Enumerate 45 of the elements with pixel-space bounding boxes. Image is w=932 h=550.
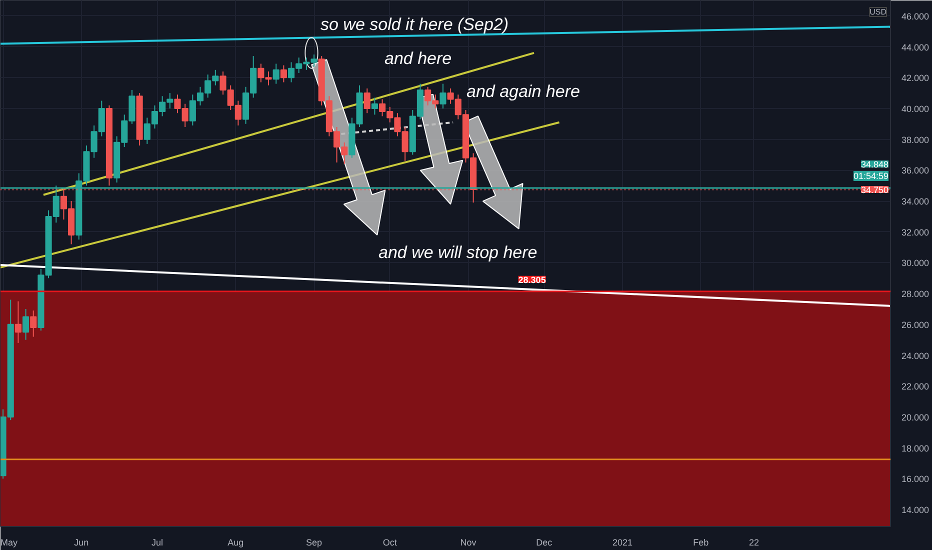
y-tick-label: 14.000 bbox=[902, 505, 930, 516]
candlestick bbox=[364, 88, 370, 114]
y-tick-label: 34.000 bbox=[902, 196, 930, 207]
annotation: 28.305 bbox=[518, 274, 546, 285]
y-tick-label: 26.000 bbox=[902, 320, 930, 330]
y-tick-label: 28.000 bbox=[902, 289, 930, 300]
y-tick-label: 46.000 bbox=[902, 11, 930, 22]
x-tick-label: Dec bbox=[536, 538, 553, 548]
candlestick bbox=[280, 64, 287, 83]
candlestick bbox=[272, 63, 280, 84]
y-tick-label: 42.000 bbox=[902, 73, 930, 84]
y-tick-label: 38.000 bbox=[902, 134, 930, 145]
annotation: and here bbox=[384, 49, 452, 68]
candlestick bbox=[440, 83, 446, 109]
x-tick-label: Jun bbox=[74, 538, 89, 548]
candlestick bbox=[14, 300, 22, 344]
candlestick bbox=[22, 308, 30, 340]
y-tick-label: 24.000 bbox=[902, 350, 930, 361]
annotation: 01:54:59 bbox=[853, 170, 889, 181]
x-tick-label: Sep bbox=[306, 538, 322, 548]
y-tick-label: 22.000 bbox=[902, 382, 930, 392]
y-tick-label: 36.000 bbox=[902, 166, 930, 176]
x-tick-label: May bbox=[0, 538, 18, 548]
x-tick-label: Aug bbox=[228, 538, 244, 548]
x-tick-label: Nov bbox=[460, 538, 477, 548]
y-tick-label: 30.000 bbox=[902, 258, 930, 268]
y-tick-label: 20.000 bbox=[902, 412, 930, 422]
ref-line-label: 34.848 bbox=[860, 159, 889, 170]
y-tick-label: 32.000 bbox=[902, 227, 930, 238]
x-tick-label: Oct bbox=[382, 538, 398, 548]
y-tick-label: 40.000 bbox=[902, 104, 930, 114]
x-tick-label: 22 bbox=[748, 538, 759, 548]
y-tick-label: 44.000 bbox=[902, 42, 930, 52]
x-tick-label: Feb bbox=[693, 538, 709, 548]
y-tick-label: 16.000 bbox=[902, 474, 930, 484]
annotation: and we will stop here bbox=[378, 243, 538, 262]
y-axis-title: USD bbox=[870, 8, 887, 16]
y-tick-label: 18.000 bbox=[902, 443, 930, 454]
ref-line-label: 34.750 bbox=[860, 184, 889, 195]
annotation: and again here bbox=[466, 82, 580, 101]
annotation: so we sold it here (Sep2) bbox=[320, 15, 509, 34]
candlestick bbox=[30, 310, 37, 338]
candlestick bbox=[371, 97, 378, 116]
x-tick-label: Jul bbox=[152, 538, 164, 548]
x-tick-label: 2021 bbox=[612, 538, 633, 548]
